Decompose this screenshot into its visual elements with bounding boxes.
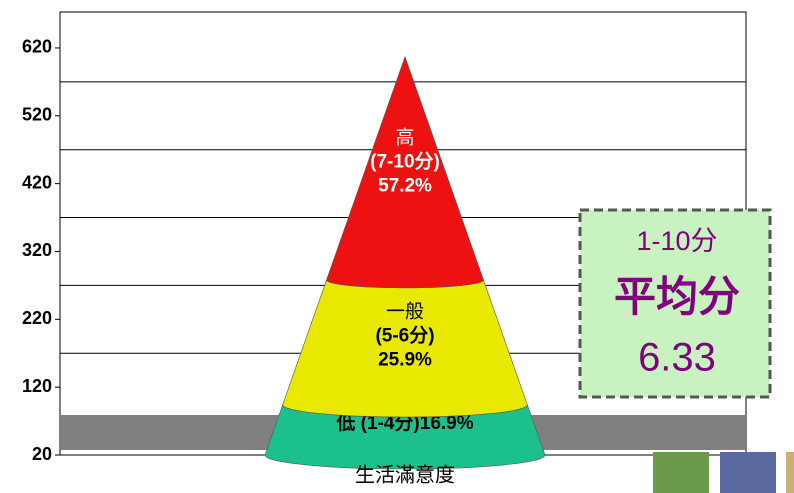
chart: 低 (1-4分)16.9%一般(5-6分)25.9%高(7-10分)57.2% … xyxy=(0,0,794,493)
x-axis-label: 生活滿意度 xyxy=(355,463,455,486)
y-tick-label: 420 xyxy=(22,172,52,192)
y-tick-label: 220 xyxy=(22,308,52,328)
icon xyxy=(720,452,776,493)
y-tick-label: 20 xyxy=(32,444,52,464)
icon xyxy=(653,452,709,493)
segment-label: 57.2% xyxy=(378,175,432,196)
segment-label: (5-6分) xyxy=(375,324,434,346)
y-tick-label: 620 xyxy=(22,37,52,57)
segment-label: (7-10分) xyxy=(370,150,440,172)
callout-range: 1-10分 xyxy=(636,226,717,256)
icon xyxy=(786,452,794,493)
segment-label: 高 xyxy=(395,126,414,148)
callout-title: 平均分 xyxy=(614,273,740,320)
segment-label: 一般 xyxy=(386,300,424,322)
y-tick-label: 520 xyxy=(22,105,52,125)
segment-label: 25.9% xyxy=(378,349,432,370)
y-tick-label: 320 xyxy=(22,240,52,260)
callout-value: 6.33 xyxy=(638,336,716,380)
y-tick-label: 120 xyxy=(22,376,52,396)
